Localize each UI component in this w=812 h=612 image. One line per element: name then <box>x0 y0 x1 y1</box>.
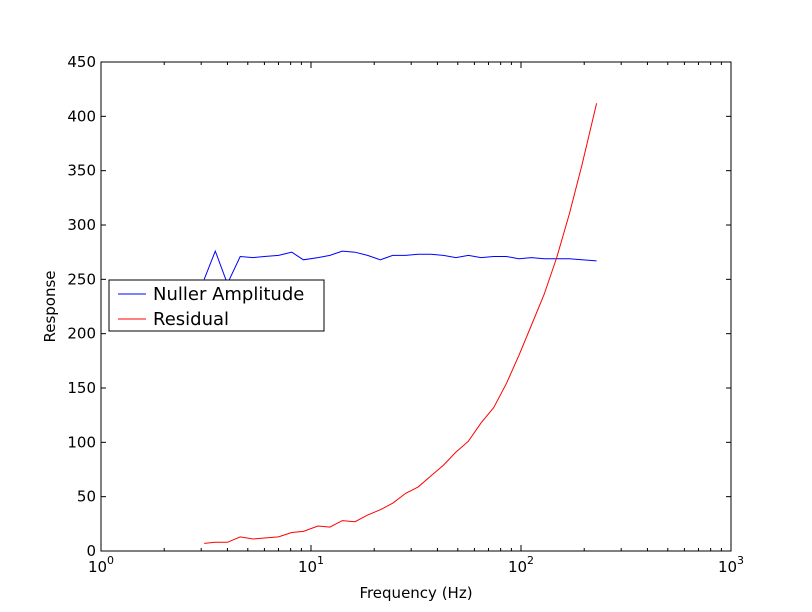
x-axis-label: Frequency (Hz) <box>359 584 472 602</box>
y-tick-label: 350 <box>67 162 96 180</box>
legend-label: Residual <box>153 309 229 330</box>
y-tick-label: 300 <box>67 216 96 234</box>
legend-box <box>108 279 325 332</box>
y-tick-label: 50 <box>77 488 96 506</box>
x-tick-label: 100 <box>88 554 114 576</box>
tick-layer: 0 50 100 150 200 250 300 350 400 450 100 101 102 103 <box>67 53 744 576</box>
y-tick-label: 200 <box>67 325 96 343</box>
y-tick-label: 250 <box>67 270 96 288</box>
y-tick-label: 400 <box>67 107 96 125</box>
x-tick-label: 102 <box>508 554 534 576</box>
y-axis-label: Response <box>41 270 59 342</box>
y-tick-label: 0 <box>86 542 96 560</box>
legend: Nuller Amplitude Residual <box>108 279 325 332</box>
series-line <box>204 103 598 544</box>
y-tick-label: 100 <box>67 433 96 451</box>
x-tick-label: 103 <box>718 554 744 576</box>
plot-frame <box>100 61 732 552</box>
series-line <box>203 249 597 285</box>
y-tick-label: 450 <box>67 53 96 71</box>
y-tick-label: 150 <box>67 379 96 397</box>
x-tick-label: 101 <box>298 554 324 576</box>
legend-label: Nuller Amplitude <box>153 284 304 305</box>
series-layer <box>203 103 598 544</box>
